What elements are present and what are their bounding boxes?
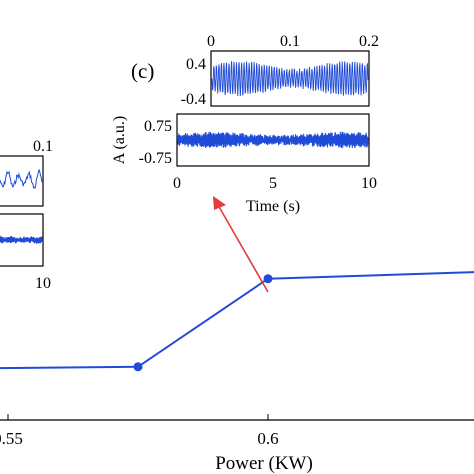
signal-trace bbox=[177, 131, 369, 149]
inset-c-bottom-xtick: 0 bbox=[173, 175, 181, 192]
inset-c-top-ytick: -0.4 bbox=[181, 91, 206, 108]
inset-c-bottom-xtick: 5 bbox=[269, 175, 277, 192]
inset-c-top-signal bbox=[211, 61, 369, 97]
main-axes: 0.55 0.6 Power (KW) bbox=[0, 414, 474, 474]
main-series-point bbox=[263, 274, 273, 284]
main-series-line bbox=[0, 271, 474, 370]
inset-c-bottom-ytick: -0.75 bbox=[139, 150, 172, 167]
inset-c-bottom: 0.75 -0.75 0 5 10 Time (s) A (a.u.) bbox=[111, 113, 377, 215]
inset-left-top-signal bbox=[0, 168, 43, 190]
inset-c-top: 0 0.1 0.2 0.4 -0.4 (c) bbox=[131, 33, 379, 108]
inset-left-bottom-signal bbox=[0, 235, 43, 245]
panel-label-c: (c) bbox=[131, 59, 154, 83]
inset-left-top-xtick: 0.1 bbox=[33, 138, 53, 155]
inset-left-partial: 0.1 10 bbox=[0, 138, 53, 292]
inset-c-top-ytick: 0.4 bbox=[186, 56, 206, 73]
inset-c-bottom-ytick: 0.75 bbox=[144, 118, 172, 135]
inset-c-bottom-xtick: 10 bbox=[361, 175, 377, 192]
signal-trace bbox=[211, 61, 369, 97]
inset-left-bottom-xtick: 10 bbox=[35, 275, 51, 292]
arrow-head bbox=[213, 196, 226, 210]
inset-c-top-xtick: 0 bbox=[207, 33, 215, 50]
arrow-shaft bbox=[217, 204, 269, 293]
main-series bbox=[0, 271, 474, 372]
inset-c-top-xtick: 0.2 bbox=[359, 33, 379, 50]
inset-c-bottom-signal bbox=[177, 131, 369, 149]
signal-trace bbox=[0, 168, 43, 190]
main-x-axis-title: Power (KW) bbox=[215, 453, 313, 474]
main-x-tick-label: 0.55 bbox=[0, 429, 23, 448]
inset-c-ylabel: A (a.u.) bbox=[111, 116, 128, 164]
main-series-point bbox=[133, 362, 143, 372]
inset-c-bottom-xlabel: Time (s) bbox=[246, 198, 300, 215]
main-x-tick-label: 0.6 bbox=[257, 429, 278, 448]
signal-trace bbox=[0, 235, 43, 245]
annotation-arrow bbox=[213, 196, 269, 293]
inset-c-top-xtick: 0.1 bbox=[280, 33, 300, 50]
